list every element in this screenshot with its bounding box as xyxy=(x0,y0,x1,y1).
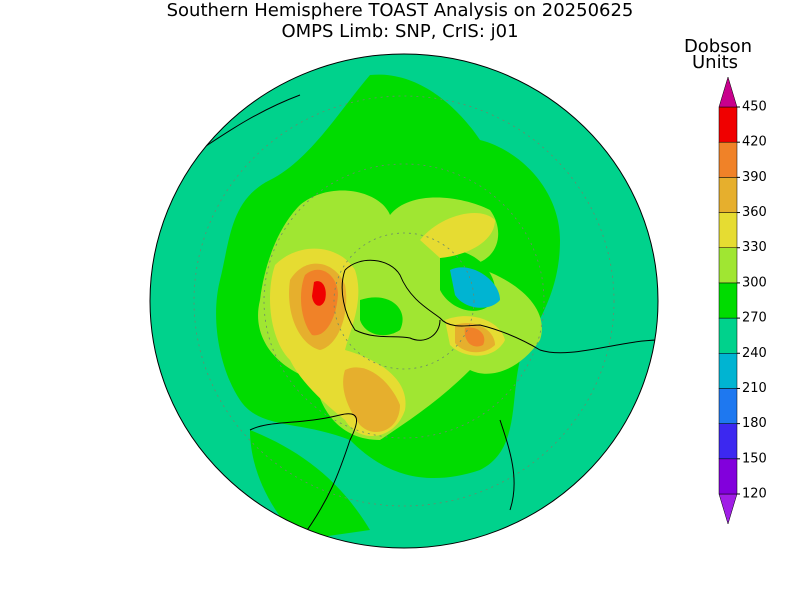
colorbar: 120 150 180 210 240 270 300 330 360 390 420 450 xyxy=(718,76,767,525)
colorbar-tick-label: 210 xyxy=(742,381,767,396)
map-border xyxy=(149,53,659,549)
colorbar-tick-label: 330 xyxy=(742,240,767,255)
subtitle: OMPS Limb: SNP, CrIS: j01 xyxy=(281,21,518,42)
colorbar-segment xyxy=(718,177,738,213)
colorbar-extend-low xyxy=(718,493,738,525)
colorbar-tick-label: 240 xyxy=(742,346,767,361)
colorbar-tick-label: 270 xyxy=(742,311,767,326)
colorbar-segment xyxy=(718,247,738,284)
colorbar-segment xyxy=(718,141,738,178)
colorbar-segment xyxy=(718,106,738,143)
colorbar-label: Units xyxy=(692,52,738,73)
colorbar-tick-label: 300 xyxy=(742,275,767,290)
colorbar-segment xyxy=(718,458,738,495)
colorbar-tick-label: 390 xyxy=(742,170,767,185)
colorbar-tick-label: 120 xyxy=(742,487,767,502)
colorbar-extend-high xyxy=(718,76,738,108)
colorbar-segment xyxy=(718,282,738,319)
colorbar-segment xyxy=(718,388,738,424)
colorbar-segment xyxy=(718,212,738,248)
ozone-map xyxy=(150,54,658,548)
colorbar-label: Dobson xyxy=(684,36,752,57)
colorbar-tick-label: 360 xyxy=(742,205,767,220)
colorbar-tick-label: 150 xyxy=(742,451,767,466)
title: Southern Hemisphere TOAST Analysis on 20… xyxy=(167,0,634,21)
colorbar-tick-label: 420 xyxy=(742,135,767,150)
colorbar-segment xyxy=(718,317,738,354)
colorbar-segment xyxy=(718,353,738,389)
colorbar-segment xyxy=(718,423,738,460)
colorbar-tick-label: 180 xyxy=(742,416,767,431)
colorbar-tick-label: 450 xyxy=(742,100,767,115)
